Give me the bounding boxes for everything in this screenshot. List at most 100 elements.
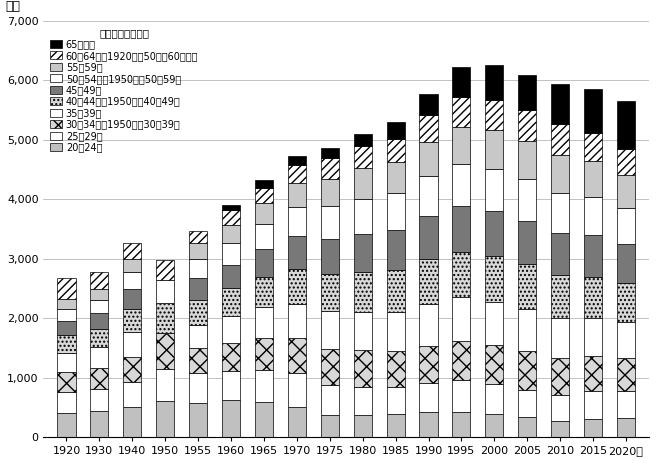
- Bar: [255, 402, 273, 437]
- Bar: [485, 414, 503, 437]
- Bar: [189, 325, 207, 349]
- Bar: [386, 387, 405, 414]
- Bar: [123, 259, 141, 272]
- Bar: [354, 350, 372, 387]
- Bar: [518, 179, 537, 221]
- Bar: [584, 235, 602, 276]
- Bar: [386, 194, 405, 230]
- Bar: [419, 176, 438, 216]
- Bar: [354, 234, 372, 272]
- Bar: [222, 316, 240, 343]
- Bar: [189, 259, 207, 278]
- Bar: [617, 101, 635, 150]
- Bar: [617, 150, 635, 175]
- Bar: [123, 407, 141, 437]
- Bar: [321, 349, 339, 385]
- Bar: [617, 391, 635, 418]
- Bar: [518, 351, 537, 390]
- Bar: [485, 345, 503, 384]
- Bar: [222, 265, 240, 288]
- Bar: [584, 356, 602, 391]
- Bar: [321, 415, 339, 437]
- Bar: [386, 270, 405, 312]
- Legend: 65歳以上, 60～64歳：1920年と50年は60歳以上, 55～59歳, 50～54歳：1950年は50～59歳, 45～49歳, 40～44歳：1950年: 65歳以上, 60～64歳：1920年と50年は60歳以上, 55～59歳, 5…: [49, 26, 200, 154]
- Bar: [58, 353, 75, 372]
- Bar: [123, 332, 141, 357]
- Bar: [354, 415, 372, 437]
- Bar: [222, 371, 240, 400]
- Bar: [123, 272, 141, 289]
- Bar: [58, 299, 75, 309]
- Bar: [419, 259, 438, 304]
- Bar: [551, 194, 569, 233]
- Bar: [91, 389, 108, 412]
- Bar: [321, 206, 339, 238]
- Bar: [58, 309, 75, 320]
- Bar: [123, 309, 141, 332]
- Bar: [354, 312, 372, 350]
- Bar: [419, 304, 438, 346]
- Bar: [91, 347, 108, 368]
- Bar: [156, 303, 174, 333]
- Bar: [91, 272, 108, 289]
- Bar: [255, 249, 273, 276]
- Bar: [485, 65, 503, 100]
- Bar: [419, 94, 438, 115]
- Bar: [518, 110, 537, 140]
- Bar: [584, 318, 602, 356]
- Bar: [419, 346, 438, 383]
- Bar: [91, 368, 108, 389]
- Bar: [189, 232, 207, 244]
- Bar: [617, 208, 635, 244]
- Bar: [288, 156, 306, 165]
- Bar: [617, 418, 635, 437]
- Bar: [156, 280, 174, 303]
- Bar: [485, 211, 503, 257]
- Bar: [386, 230, 405, 270]
- Bar: [485, 100, 503, 131]
- Bar: [453, 412, 470, 437]
- Bar: [321, 311, 339, 349]
- Bar: [123, 382, 141, 407]
- Bar: [386, 163, 405, 194]
- Bar: [617, 175, 635, 208]
- Bar: [58, 372, 75, 392]
- Bar: [222, 400, 240, 437]
- Bar: [321, 179, 339, 206]
- Bar: [518, 418, 537, 437]
- Bar: [222, 343, 240, 371]
- Bar: [518, 221, 537, 264]
- Bar: [288, 165, 306, 183]
- Bar: [518, 140, 537, 179]
- Bar: [551, 318, 569, 358]
- Bar: [354, 272, 372, 312]
- Bar: [354, 387, 372, 415]
- Bar: [255, 204, 273, 224]
- Bar: [288, 207, 306, 236]
- Bar: [386, 122, 405, 139]
- Bar: [58, 278, 75, 299]
- Bar: [321, 158, 339, 179]
- Bar: [255, 188, 273, 204]
- Bar: [321, 238, 339, 274]
- Bar: [222, 225, 240, 243]
- Bar: [551, 275, 569, 318]
- Bar: [386, 312, 405, 351]
- Bar: [91, 313, 108, 329]
- Y-axis label: 万人: 万人: [6, 0, 20, 13]
- Bar: [551, 84, 569, 125]
- Bar: [189, 374, 207, 402]
- Bar: [485, 301, 503, 345]
- Bar: [255, 180, 273, 188]
- Bar: [288, 183, 306, 207]
- Bar: [453, 341, 470, 380]
- Bar: [617, 283, 635, 322]
- Bar: [222, 243, 240, 265]
- Bar: [288, 407, 306, 437]
- Bar: [156, 369, 174, 401]
- Bar: [156, 260, 174, 280]
- Bar: [156, 333, 174, 369]
- Bar: [584, 197, 602, 235]
- Bar: [453, 251, 470, 297]
- Bar: [617, 244, 635, 283]
